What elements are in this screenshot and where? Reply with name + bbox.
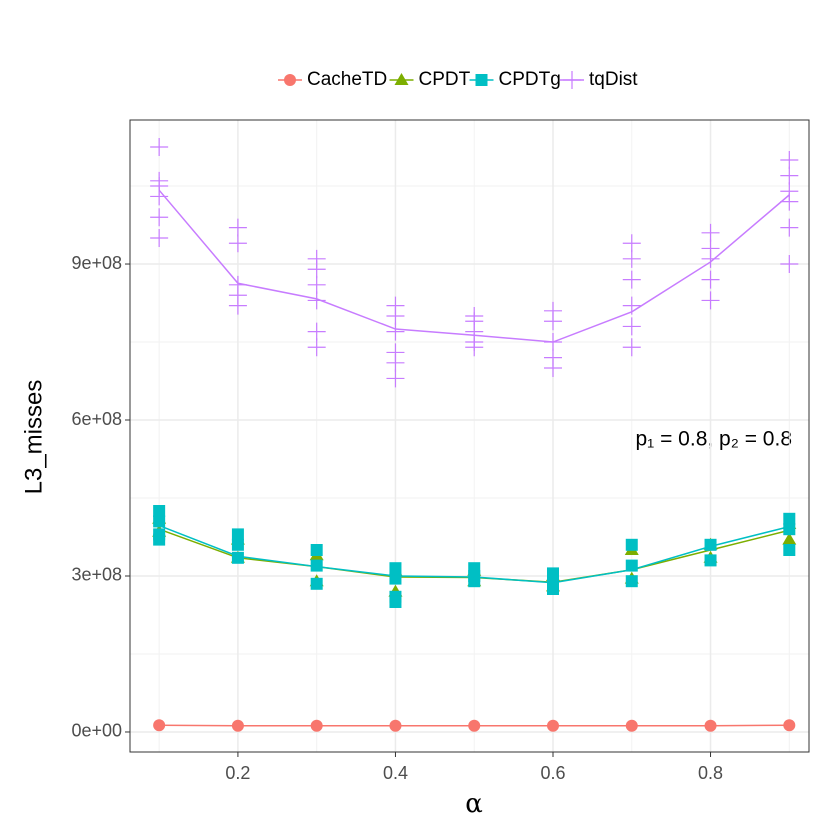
data-point bbox=[701, 249, 720, 268]
data-point bbox=[389, 595, 402, 608]
data-point bbox=[701, 270, 720, 289]
y-tick-label: 6e+08 bbox=[71, 409, 122, 429]
data-point bbox=[782, 532, 797, 545]
data-point bbox=[468, 575, 481, 588]
data-point bbox=[783, 512, 796, 525]
data-point bbox=[625, 538, 638, 551]
data-point bbox=[622, 249, 641, 268]
data-point bbox=[307, 322, 326, 341]
data-point bbox=[307, 275, 326, 294]
data-point bbox=[783, 523, 796, 536]
data-point bbox=[150, 229, 169, 248]
data-point bbox=[701, 291, 720, 310]
data-point bbox=[622, 317, 641, 336]
data-point bbox=[386, 322, 405, 341]
legend-label: tqDist bbox=[589, 69, 638, 90]
data-point bbox=[150, 208, 169, 227]
data-point bbox=[153, 515, 166, 528]
data-point bbox=[307, 338, 326, 357]
data-point bbox=[704, 554, 717, 567]
y-tick-label: 9e+08 bbox=[71, 253, 122, 273]
plot-border bbox=[129, 119, 810, 753]
x-tick-label: 0.6 bbox=[540, 763, 565, 783]
data-point bbox=[543, 312, 562, 331]
data-point bbox=[228, 218, 247, 237]
data-point bbox=[780, 151, 799, 170]
data-point bbox=[780, 255, 799, 274]
data-point bbox=[153, 533, 166, 546]
data-point bbox=[783, 543, 796, 556]
legend-marker bbox=[394, 73, 409, 85]
mean-line bbox=[159, 724, 790, 727]
data-point bbox=[307, 260, 326, 279]
annotation: p₁ = 0.8, p₂ = 0.8 bbox=[635, 428, 792, 451]
data-point bbox=[310, 543, 323, 556]
data-point bbox=[622, 234, 641, 253]
data-point bbox=[465, 338, 484, 357]
y-axis-label: L3_misses bbox=[20, 380, 47, 495]
data-point bbox=[310, 559, 323, 572]
data-point bbox=[780, 166, 799, 185]
legend-marker bbox=[563, 71, 581, 89]
y-tick-label: 0e+00 bbox=[71, 721, 122, 741]
x-tick-label: 0.8 bbox=[698, 763, 723, 783]
data-point bbox=[231, 538, 244, 551]
data-point bbox=[153, 505, 166, 518]
data-point bbox=[228, 234, 247, 253]
data-point bbox=[625, 575, 638, 588]
data-point bbox=[543, 359, 562, 378]
mean-line bbox=[158, 524, 790, 584]
x-axis-label: α bbox=[465, 789, 483, 819]
legend-label: CPDT bbox=[419, 69, 471, 90]
legend-label: CPDTg bbox=[499, 69, 561, 90]
data-point bbox=[389, 572, 402, 585]
y-tick-label: 3e+08 bbox=[71, 565, 122, 585]
legend-marker bbox=[475, 74, 488, 86]
data-point bbox=[386, 307, 405, 326]
data-point bbox=[622, 338, 641, 357]
data-point bbox=[622, 270, 641, 289]
data-point bbox=[780, 218, 799, 237]
data-point bbox=[310, 577, 323, 590]
legend-label: CacheTD bbox=[307, 69, 387, 90]
x-tick-label: 0.4 bbox=[383, 763, 408, 783]
legend-marker bbox=[284, 74, 296, 86]
data-point bbox=[546, 582, 559, 595]
data-point bbox=[228, 296, 247, 315]
data-point bbox=[389, 562, 402, 575]
data-point bbox=[150, 138, 169, 157]
data-point bbox=[386, 369, 405, 388]
data-point bbox=[231, 551, 244, 564]
x-tick-label: 0.2 bbox=[225, 763, 250, 783]
mean-line bbox=[158, 189, 790, 343]
data-point bbox=[231, 528, 244, 541]
data-point bbox=[386, 353, 405, 372]
data-point bbox=[701, 223, 720, 242]
